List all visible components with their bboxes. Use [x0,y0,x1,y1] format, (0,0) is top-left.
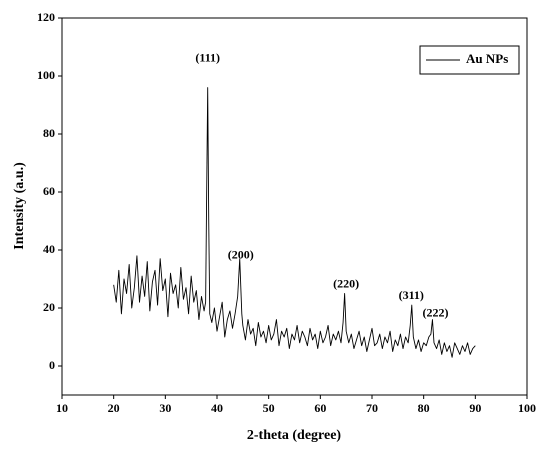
x-tick-label: 50 [263,401,275,415]
peak-annotation: (220) [333,277,359,291]
y-tick-label: 0 [49,358,55,372]
x-tick-label: 80 [418,401,430,415]
x-tick-label: 70 [366,401,378,415]
y-tick-label: 80 [43,126,55,140]
data-line [113,87,476,358]
x-tick-label: 40 [211,401,223,415]
x-tick-label: 100 [518,401,536,415]
x-tick-label: 20 [108,401,120,415]
y-tick-label: 20 [43,300,55,314]
y-axis-label: Intensity (a.u.) [12,162,27,250]
x-tick-label: 30 [159,401,171,415]
plot-frame [61,17,528,396]
y-tick-label: 100 [37,68,55,82]
y-tick-label: 120 [37,10,55,24]
legend-label: Au NPs [466,51,508,66]
x-tick-label: 60 [314,401,326,415]
peak-annotation: (222) [423,306,449,320]
x-tick-label: 10 [56,401,68,415]
peak-annotation: (111) [195,50,220,64]
y-tick-label: 40 [43,242,55,256]
peak-annotation: (311) [399,288,424,302]
y-tick-label: 60 [43,184,55,198]
x-axis-label: 2-theta (degree) [247,428,342,443]
x-tick-label: 90 [469,401,481,415]
peak-annotation: (200) [228,248,254,262]
